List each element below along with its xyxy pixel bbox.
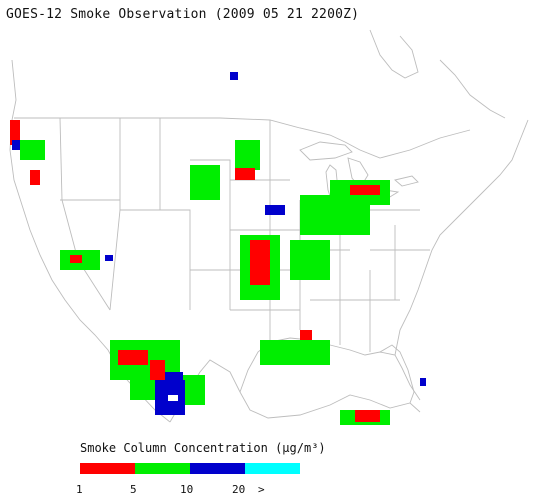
lake-ontario [394, 175, 419, 187]
legend-swatch-red [80, 463, 135, 474]
canada-border [14, 117, 471, 159]
florida-coast [379, 344, 415, 404]
hudson-bay-coast [369, 29, 419, 79]
map-title: GOES-12 Smoke Observation (2009 05 21 22… [6, 7, 360, 22]
smoke-patches-white-gaps [168, 395, 178, 401]
legend-tick-1: 1 [76, 483, 83, 496]
legend-title: Smoke Column Concentration (μg/m³) [80, 441, 326, 455]
lake-superior [299, 141, 353, 161]
legend-tick-20: 20 [232, 483, 246, 496]
legend-tick-5: 5 [130, 483, 137, 496]
legend-swatch-green [135, 463, 190, 474]
legend-color-bar [80, 463, 300, 474]
legend-swatch-blue [190, 463, 245, 474]
atlantic-coastline [394, 119, 529, 356]
smoke-patches-red [10, 120, 380, 422]
legend-tick-10: 10 [180, 483, 194, 496]
smoke-patches-green [20, 140, 390, 425]
smoke-patches-blue [12, 72, 426, 415]
legend-tick-greater: > [258, 483, 265, 496]
map-boundaries [9, 29, 529, 423]
legend-swatch-cyan [245, 463, 300, 474]
labrador-coast [439, 59, 506, 119]
